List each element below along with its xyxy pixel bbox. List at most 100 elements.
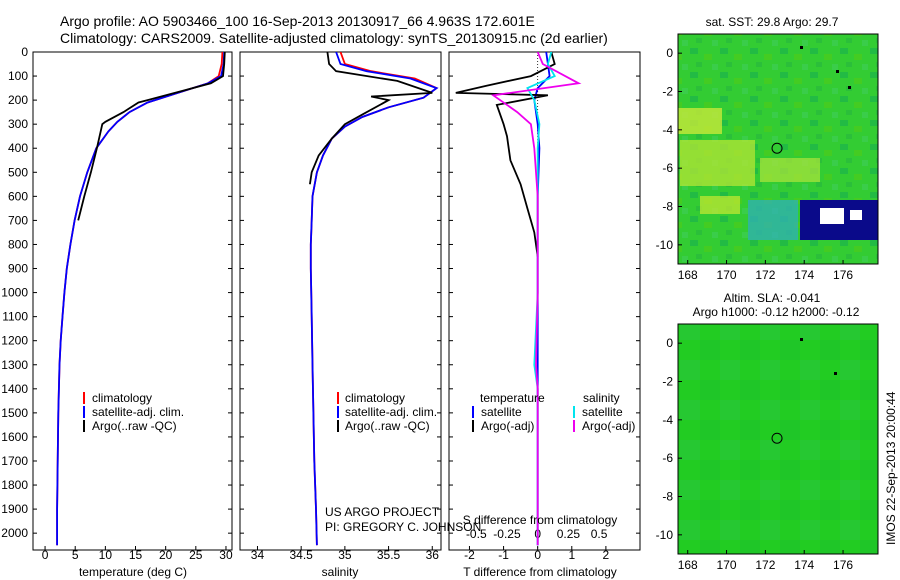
map-y-tick-label: -2 bbox=[662, 375, 673, 389]
map-y-tick-label: 0 bbox=[666, 336, 673, 350]
legend-swatch-s-satellite bbox=[573, 406, 575, 418]
map-y-tick-label: 0 bbox=[666, 46, 673, 60]
legend-label-satellite: satellite-adj. clim. bbox=[92, 405, 184, 419]
map-y-tick-label: -4 bbox=[662, 413, 673, 427]
legend-swatch-argo bbox=[83, 420, 85, 432]
depth-axis-ticks: 0 100 200 300 400 500 600 700 800 900 1000 1100 1200… bbox=[1, 45, 640, 540]
difference-panel-frame bbox=[448, 51, 641, 551]
map-x-tick-label: 170 bbox=[717, 558, 737, 572]
temperature-x-ticks: 0 5 10 15 20 25 30 bbox=[42, 546, 233, 562]
salinity-xlabel: salinity bbox=[322, 565, 359, 579]
series-line-argo-raw-qc- bbox=[77, 52, 226, 221]
depth-tick-label: 1200 bbox=[1, 334, 28, 348]
legend-label-t-argo: Argo(-adj) bbox=[481, 419, 534, 433]
map-y-tick-label: -10 bbox=[656, 528, 674, 542]
temperature-series bbox=[56, 52, 226, 546]
map-y-tick-label: -2 bbox=[662, 85, 673, 99]
legend-label-s-satellite: satellite bbox=[582, 405, 623, 419]
x-tick-label: 0 bbox=[42, 548, 49, 562]
x-tick-label: 34.5 bbox=[289, 548, 313, 562]
difference-xlabel: T difference from climatology bbox=[463, 565, 617, 579]
x-tick-label: 36 bbox=[426, 548, 440, 562]
sst-island bbox=[848, 86, 851, 89]
chart-title-line2: Climatology: CARS2009. Satellite-adjuste… bbox=[60, 30, 608, 46]
chart-title-line1: Argo profile: AO 5903466_100 16-Sep-2013… bbox=[60, 13, 535, 29]
x-tick-label: 35 bbox=[338, 548, 352, 562]
depth-tick-label: 300 bbox=[8, 117, 28, 131]
x-tick-label: 5 bbox=[72, 548, 79, 562]
difference-legend: temperature satellite Argo(-adj) salinit… bbox=[472, 391, 635, 433]
depth-tick-label: 1000 bbox=[1, 286, 28, 300]
depth-tick-label: 500 bbox=[8, 165, 28, 179]
depth-tick-label: 900 bbox=[8, 262, 28, 276]
legend-label-t-satellite: satellite bbox=[481, 405, 522, 419]
sla-island bbox=[800, 338, 803, 341]
sla-map bbox=[677, 323, 879, 555]
map-x-tick-label: 168 bbox=[678, 558, 698, 572]
sla-island bbox=[834, 372, 837, 375]
series-line-satellite-adj-clim- bbox=[56, 52, 226, 546]
legend-swatch-climatology bbox=[83, 392, 85, 404]
sst-coldest-patch bbox=[850, 210, 862, 220]
x-tick-label-s: -0.25 bbox=[493, 527, 521, 541]
x-tick-label: 1 bbox=[568, 548, 575, 562]
pi-label: PI: GREGORY C. JOHNSON bbox=[325, 520, 481, 534]
map-x-tick-label: 168 bbox=[678, 268, 698, 282]
depth-tick-label: 600 bbox=[8, 189, 28, 203]
legend-swatch-argo bbox=[337, 420, 339, 432]
x-tick-label: 35.5 bbox=[377, 548, 401, 562]
x-tick-label: 10 bbox=[99, 548, 113, 562]
x-tick-label: -1 bbox=[498, 548, 509, 562]
sst-map-frame bbox=[677, 33, 879, 265]
depth-tick-label: 800 bbox=[8, 237, 28, 251]
sla-map-subtitle: Argo h1000: -0.12 h2000: -0.12 bbox=[693, 305, 860, 319]
sst-island bbox=[836, 70, 839, 73]
depth-tick-label: 0 bbox=[21, 45, 28, 59]
sst-map-title: sat. SST: 29.8 Argo: 29.7 bbox=[706, 15, 839, 29]
series-line-climatology bbox=[56, 52, 224, 546]
imos-timestamp: IMOS 22-Sep-2013 20:00:44 bbox=[884, 391, 898, 545]
argo-location-marker bbox=[771, 142, 783, 154]
sst-warm-patch bbox=[700, 196, 740, 214]
map-y-tick-label: -4 bbox=[662, 123, 673, 137]
depth-tick-label: 400 bbox=[8, 141, 28, 155]
legend-label-satellite: satellite-adj. clim. bbox=[345, 405, 437, 419]
series-line-s-argo-adj- bbox=[490, 52, 582, 546]
sla-map-title: Altim. SLA: -0.041 bbox=[724, 291, 821, 305]
series-line-t-argo-adj- bbox=[455, 52, 556, 257]
map-x-tick-label: 176 bbox=[833, 268, 853, 282]
x-tick-label: 30 bbox=[219, 548, 233, 562]
map-x-tick-label: 174 bbox=[794, 558, 814, 572]
sla-map-ticks: 168 170 172 174 176 0 -2 -4 -6 -8 -10 bbox=[656, 336, 854, 572]
salinity-panel-frame bbox=[239, 51, 442, 551]
legend-swatch-satellite bbox=[337, 406, 339, 418]
depth-tick-label: 1600 bbox=[1, 430, 28, 444]
x-tick-label: 0 bbox=[534, 548, 541, 562]
temperature-xlabel: temperature (deg C) bbox=[79, 565, 187, 579]
map-x-tick-label: 174 bbox=[794, 268, 814, 282]
x-tick-label-s: 0.5 bbox=[591, 527, 608, 541]
map-x-tick-label: 172 bbox=[755, 558, 775, 572]
depth-tick-label: 200 bbox=[8, 93, 28, 107]
legend-label-argo: Argo(..raw -QC) bbox=[92, 419, 177, 433]
depth-tick-label: 1800 bbox=[1, 478, 28, 492]
legend-header-salinity: salinity bbox=[583, 391, 620, 405]
depth-tick-label: 1100 bbox=[2, 310, 28, 324]
x-tick-label: 2 bbox=[603, 548, 610, 562]
legend-swatch-climatology bbox=[337, 392, 339, 404]
argo-location-marker bbox=[771, 432, 783, 444]
salinity-x-ticks: 34 34.5 35 35.5 36 bbox=[251, 546, 439, 562]
legend-label-s-argo: Argo(-adj) bbox=[582, 419, 635, 433]
legend-label-climatology: climatology bbox=[345, 391, 405, 405]
legend-swatch-s-argo bbox=[573, 420, 575, 432]
depth-tick-label: 2000 bbox=[1, 526, 28, 540]
x-tick-label: 34 bbox=[251, 548, 265, 562]
sst-map-ticks: 168 170 172 174 176 0 -2 -4 -6 -8 -10 bbox=[656, 46, 854, 282]
series-line-satellite-adj-clim- bbox=[309, 52, 439, 546]
x-tick-label: -2 bbox=[464, 548, 475, 562]
legend-label-argo: Argo(..raw -QC) bbox=[345, 419, 430, 433]
x-tick-label: 20 bbox=[159, 548, 173, 562]
x-tick-label-s: -0.5 bbox=[466, 527, 487, 541]
x-tick-label-s: 0.25 bbox=[557, 527, 581, 541]
